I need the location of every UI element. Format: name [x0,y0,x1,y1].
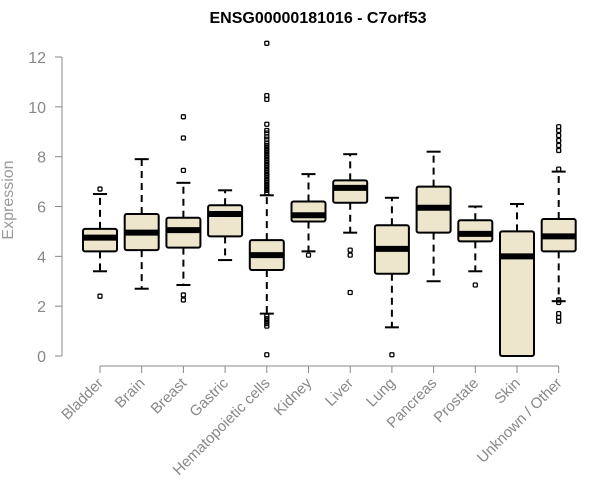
outlier-point [264,313,270,319]
outlier-point [264,127,270,134]
box-liver [332,153,369,296]
outlier-point [347,247,353,253]
outlier-point [264,185,270,191]
y-axis-label: Expression [0,160,17,239]
outlier-point [264,142,270,149]
outlier-point [264,318,270,324]
outlier-point [264,172,270,179]
iqr-box [457,219,494,243]
outlier-point [472,282,478,288]
outlier-point [264,187,270,193]
iqr-box [332,179,369,204]
outlier-point [556,127,562,134]
outlier-point [556,132,562,139]
x-tick-label: Bladder [58,375,107,424]
outlier-point [264,152,270,159]
x-tick-label: Prostate [431,375,483,427]
y-tick-label: 2 [37,299,46,316]
outlier-point [556,147,562,154]
x-tick-label: Brain [112,375,149,412]
outlier-point [264,162,270,169]
outlier-point [264,315,270,322]
outlier-point [556,318,562,324]
outlier-point [264,177,270,183]
outlier-point [264,40,270,46]
outlier-point [97,293,103,299]
outlier-point [556,166,562,172]
outlier-point [305,252,312,258]
outlier-point [264,165,270,171]
outlier-point [264,145,270,151]
outlier-point [556,137,562,144]
box-kidney [290,173,327,258]
x-tick-label: Kidney [271,374,316,419]
outlier-point [264,190,270,196]
y-tick-label: 0 [37,349,46,366]
x-tick-label: Skin [491,375,524,408]
outlier-point [180,297,187,303]
outlier-point [264,140,270,146]
outlier-point [264,323,270,329]
outlier-point [180,135,187,141]
outlier-point [264,175,270,181]
outlier-point [264,96,270,103]
x-tick-label: Liver [322,375,357,410]
outlier-point [264,157,270,164]
box-bladder [82,186,118,299]
outlier-point [264,121,270,127]
x-tick-label: Breast [148,374,191,417]
outlier-point [347,289,353,296]
y-tick-label: 8 [37,150,46,167]
outlier-point [264,167,270,174]
box-brain [123,158,160,290]
outlier-point [180,292,187,298]
outlier-point [180,114,187,120]
outlier-point [389,352,395,358]
outlier-point [264,147,270,154]
outlier-point [556,299,562,306]
outlier-point [264,180,270,186]
y-tick-label: 10 [28,100,46,117]
box-prostate [457,205,494,288]
outlier-point [347,252,353,258]
boxes-group [82,40,577,358]
outlier-point [264,182,270,188]
chart-title: ENSG00000181016 - C7orf53 [209,10,426,27]
outlier-point [264,155,270,161]
box-unknown-other [540,124,577,324]
iqr-box [499,230,535,358]
x-tick-label: Lung [363,375,399,411]
box-lung [373,196,410,358]
y-tick-label: 12 [28,50,46,67]
box-gastric [207,189,244,262]
box-hematopoietic-cells [248,40,285,358]
outlier-point [264,160,270,166]
outlier-point [180,167,187,174]
outlier-point [556,297,562,303]
box-breast [165,114,202,303]
outlier-point [264,150,270,156]
outlier-point [97,186,103,192]
outlier-point [264,320,270,327]
outlier-point [264,352,270,358]
iqr-box [207,204,244,238]
outlier-point [264,170,270,176]
y-tick-label: 6 [37,200,46,217]
iqr-box [290,200,327,223]
y-tick-label: 4 [37,249,46,266]
box-skin [499,203,535,358]
outlier-point [264,134,270,140]
outlier-point [556,142,562,149]
y-axis: 0 2 4 6 8 10 12 [28,50,63,366]
box-pancreas [415,150,452,283]
